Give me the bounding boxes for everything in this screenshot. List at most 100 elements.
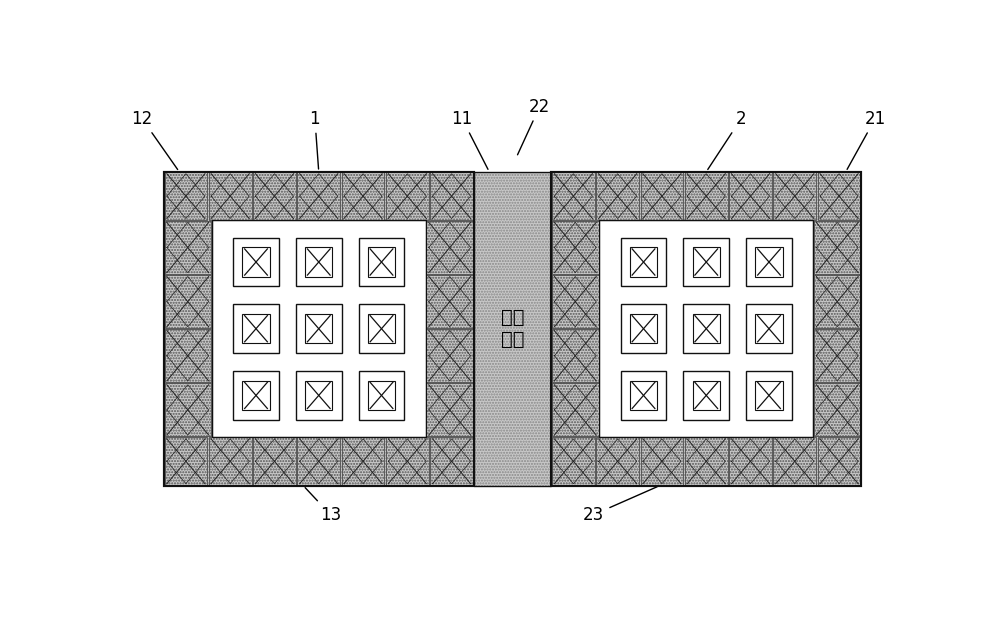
Bar [773, 172, 816, 220]
Bar [596, 172, 639, 220]
Bar [165, 438, 207, 485]
Bar [621, 305, 666, 353]
Bar [814, 275, 860, 328]
Bar [683, 305, 729, 353]
Bar [165, 329, 211, 382]
Bar [755, 314, 783, 343]
Bar [253, 438, 296, 485]
Bar [729, 438, 772, 485]
Bar [818, 172, 860, 220]
Text: 22: 22 [518, 98, 550, 155]
Bar [551, 172, 861, 486]
Bar [368, 248, 395, 277]
Bar [297, 438, 340, 485]
Bar [430, 172, 473, 220]
Bar [552, 329, 599, 382]
Bar [693, 248, 720, 277]
Bar [552, 329, 599, 382]
Bar [599, 221, 813, 437]
Bar [296, 371, 342, 419]
Bar [426, 221, 473, 274]
Bar [212, 221, 426, 437]
Bar [242, 248, 270, 277]
Bar [596, 172, 639, 220]
Bar [426, 221, 473, 274]
Bar [818, 438, 860, 485]
Bar [165, 438, 207, 485]
Bar [165, 383, 211, 436]
Bar [164, 172, 474, 486]
Bar [296, 305, 342, 353]
Bar [342, 172, 384, 220]
Bar [253, 172, 296, 220]
Bar [233, 305, 279, 353]
Bar [368, 314, 395, 343]
Bar [552, 438, 595, 485]
Bar [641, 172, 683, 220]
Bar [474, 172, 551, 486]
Bar [599, 221, 813, 437]
Bar [297, 172, 340, 220]
Bar [693, 381, 720, 410]
Text: 13: 13 [305, 488, 341, 524]
Bar [430, 438, 473, 485]
Bar [729, 172, 772, 220]
Bar [552, 438, 595, 485]
Bar [551, 172, 861, 486]
Bar [596, 438, 639, 485]
Bar [551, 172, 861, 486]
Bar [814, 329, 860, 382]
Bar [755, 381, 783, 410]
Bar [814, 383, 860, 436]
Bar [164, 172, 474, 486]
Text: 21: 21 [847, 110, 886, 169]
Bar [164, 172, 474, 486]
Bar [165, 275, 211, 328]
Bar [386, 438, 429, 485]
Bar [297, 172, 340, 220]
Text: 12: 12 [131, 110, 178, 169]
Bar [755, 248, 783, 277]
Bar [683, 371, 729, 419]
Bar [233, 371, 279, 419]
Bar [552, 275, 599, 328]
Bar [342, 438, 384, 485]
Bar [342, 438, 384, 485]
Bar [426, 329, 473, 382]
Bar [426, 383, 473, 436]
Bar [430, 438, 473, 485]
Bar [551, 172, 861, 486]
Bar [212, 221, 426, 437]
Bar [814, 221, 860, 274]
Bar [630, 248, 657, 277]
Bar [359, 238, 404, 287]
Bar [342, 172, 384, 220]
Bar [368, 381, 395, 410]
Bar [474, 172, 551, 486]
Bar [359, 371, 404, 419]
Bar [209, 438, 252, 485]
Bar [746, 371, 792, 419]
Bar [209, 438, 252, 485]
Text: 23: 23 [583, 487, 657, 524]
Bar [474, 172, 551, 486]
Bar [818, 172, 860, 220]
Text: 铝连
接线: 铝连 接线 [501, 308, 524, 349]
Bar [685, 438, 728, 485]
Bar [359, 305, 404, 353]
Bar [233, 238, 279, 287]
Bar [165, 172, 207, 220]
Bar [426, 329, 473, 382]
Bar [165, 221, 211, 274]
Bar [386, 438, 429, 485]
Bar [305, 314, 332, 343]
Bar [621, 238, 666, 287]
Bar [685, 438, 728, 485]
Bar [305, 248, 332, 277]
Bar [253, 438, 296, 485]
Bar [305, 381, 332, 410]
Bar [209, 172, 252, 220]
Bar [426, 383, 473, 436]
Bar [165, 172, 207, 220]
Bar [729, 438, 772, 485]
